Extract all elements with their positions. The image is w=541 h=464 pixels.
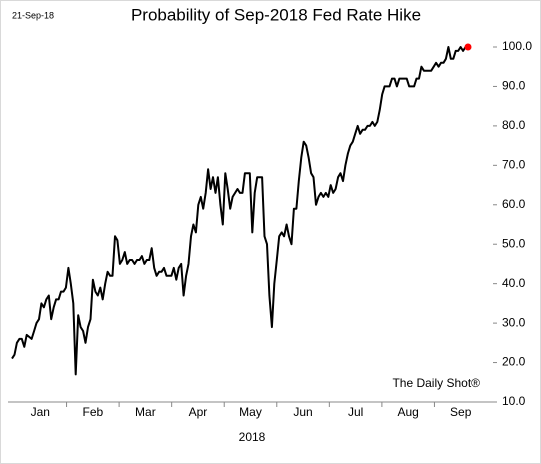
x-tick-label: Feb <box>82 405 103 419</box>
x-axis-label: 2018 <box>239 430 266 444</box>
chart-title: Probability of Sep-2018 Fed Rate Hike <box>131 5 421 24</box>
last-point <box>464 43 472 51</box>
x-tick-label: Jun <box>293 405 312 419</box>
x-tick-label: May <box>239 405 262 419</box>
x-tick-label: Aug <box>397 405 418 419</box>
date-label: 21-Sep-18 <box>12 10 54 20</box>
x-tick-label: Jul <box>348 405 363 419</box>
y-tick-label: 40.0 <box>502 276 526 290</box>
source: The Daily Shot® <box>392 376 480 390</box>
y-tick-label: 60.0 <box>502 197 526 211</box>
y-tick-label: 90.0 <box>502 79 526 93</box>
y-tick-label: 50.0 <box>502 236 526 250</box>
y-tick-label: 10.0 <box>502 394 526 408</box>
x-tick-label: Mar <box>135 405 156 419</box>
y-tick-label: 70.0 <box>502 158 526 172</box>
x-tick-label: Apr <box>189 405 208 419</box>
y-tick-label: 20.0 <box>502 355 526 369</box>
y-tick-label: 80.0 <box>502 118 526 132</box>
x-tick-label: Sep <box>450 405 472 419</box>
x-tick-label: Jan <box>31 405 50 419</box>
y-tick-label: 100.0 <box>502 39 532 53</box>
y-tick-label: 30.0 <box>502 315 526 329</box>
line <box>11 46 468 376</box>
